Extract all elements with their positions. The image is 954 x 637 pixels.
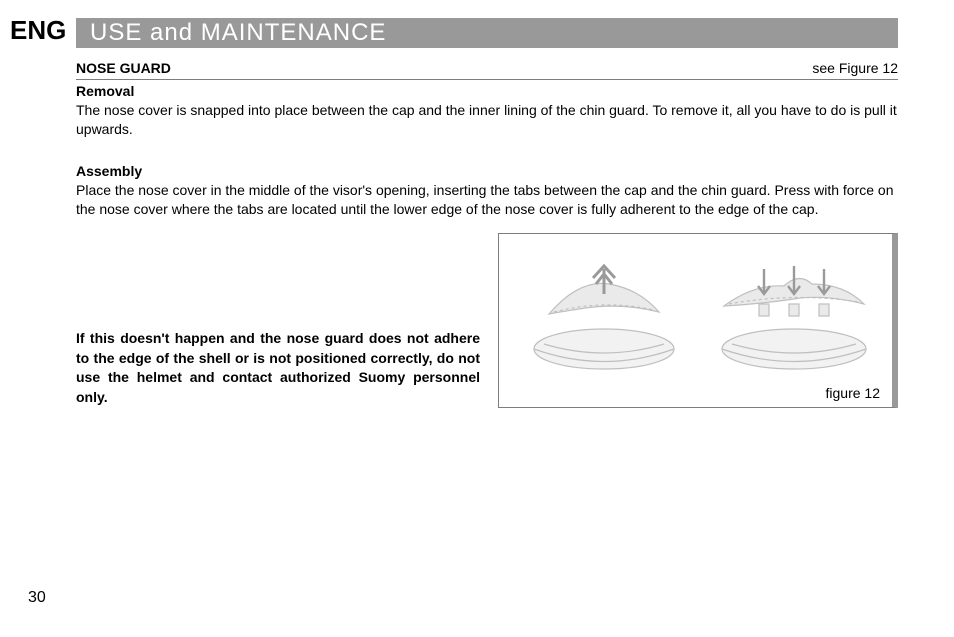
assembly-text: Place the nose cover in the middle of th… — [76, 181, 898, 219]
removal-heading: Removal — [76, 83, 898, 99]
page-number: 30 — [28, 589, 46, 607]
language-tag: ENG — [10, 15, 66, 46]
section-heading: NOSE GUARD — [76, 60, 171, 76]
figure-caption: figure 12 — [826, 385, 880, 401]
divider-line — [76, 79, 898, 80]
figure-reference: see Figure 12 — [812, 60, 898, 76]
assembly-heading: Assembly — [76, 163, 898, 179]
illustration-assembly — [704, 254, 884, 374]
header-bar: USE and MAINTENANCE — [76, 18, 898, 48]
header-title: USE and MAINTENANCE — [90, 19, 386, 47]
content-area: NOSE GUARD see Figure 12 Removal The nos… — [76, 60, 898, 408]
illustration-removal — [519, 254, 689, 374]
warning-text: If this doesn't happen and the nose guar… — [76, 329, 480, 407]
removal-text: The nose cover is snapped into place bet… — [76, 101, 898, 139]
figure-12-box: figure 12 — [498, 233, 898, 408]
